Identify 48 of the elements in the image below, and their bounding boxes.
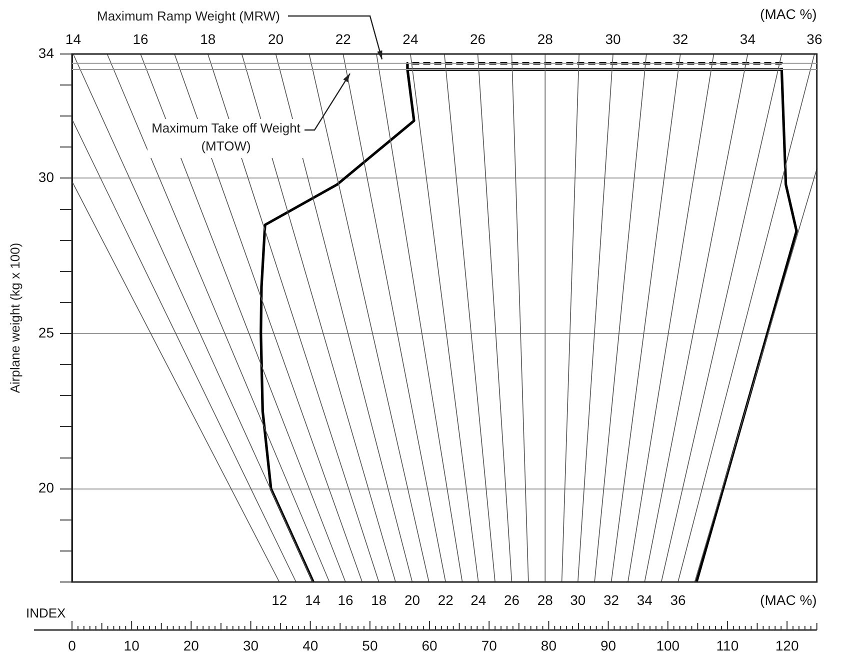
annotation: 26: [470, 30, 486, 47]
annotation: 24: [470, 592, 486, 608]
x-tick-label: 10: [124, 637, 140, 654]
x-tick-label: 40: [302, 637, 318, 654]
text: (MAC %): [760, 592, 817, 608]
y-tick-label: 20: [38, 480, 54, 496]
x-tick-label: 70: [481, 637, 498, 654]
annotation: 22: [335, 30, 352, 47]
annotation: 18: [200, 30, 216, 47]
x-axis-title: INDEX: [26, 606, 66, 621]
annotation: 30: [605, 30, 622, 47]
x-tick-label: 50: [362, 637, 378, 654]
x-tick-label: 80: [540, 637, 557, 654]
ref-line-label: Maximum Take off Weight (MTOW): [152, 120, 301, 154]
annotation: 34: [636, 592, 653, 608]
x-tick-label: 100: [656, 637, 680, 654]
x-tick-label: 0: [68, 637, 76, 654]
ref-line-label: Maximum Ramp Weight (MRW): [97, 8, 280, 24]
x-tick-label: 90: [600, 637, 616, 654]
annotation: 36: [670, 592, 686, 608]
x-tick-label: 30: [242, 637, 259, 654]
annotation: 18: [371, 592, 387, 608]
x-tick-label: 120: [775, 637, 799, 654]
annotation: 12: [272, 592, 288, 608]
annotation: 30: [570, 592, 586, 608]
x-tick-label: 20: [183, 637, 200, 654]
x-tick-label: 110: [716, 637, 739, 654]
annotation: 36: [806, 30, 822, 47]
y-tick-label: 34: [38, 44, 54, 61]
annotation: 32: [672, 30, 688, 47]
annotation: 20: [268, 30, 284, 47]
y-tick-label: 30: [38, 169, 54, 186]
annotation: 16: [338, 592, 354, 608]
annotation: 26: [504, 592, 520, 608]
x-tick-label: 60: [422, 637, 438, 654]
annotation: 32: [603, 592, 620, 608]
annotation: 14: [65, 30, 82, 47]
y-axis-title: Airplane weight (kg x 100): [7, 242, 22, 394]
annotation: 16: [132, 30, 149, 47]
annotation: 22: [438, 592, 454, 608]
annotation: 24: [402, 30, 418, 47]
annotation: 28: [537, 30, 554, 47]
annotation: 34: [740, 30, 756, 47]
annotation: 28: [537, 592, 554, 608]
annotation: 14: [304, 592, 321, 608]
text: (MAC %): [760, 6, 817, 22]
y-tick-label: 25: [38, 324, 54, 340]
annotation: 20: [404, 592, 420, 608]
